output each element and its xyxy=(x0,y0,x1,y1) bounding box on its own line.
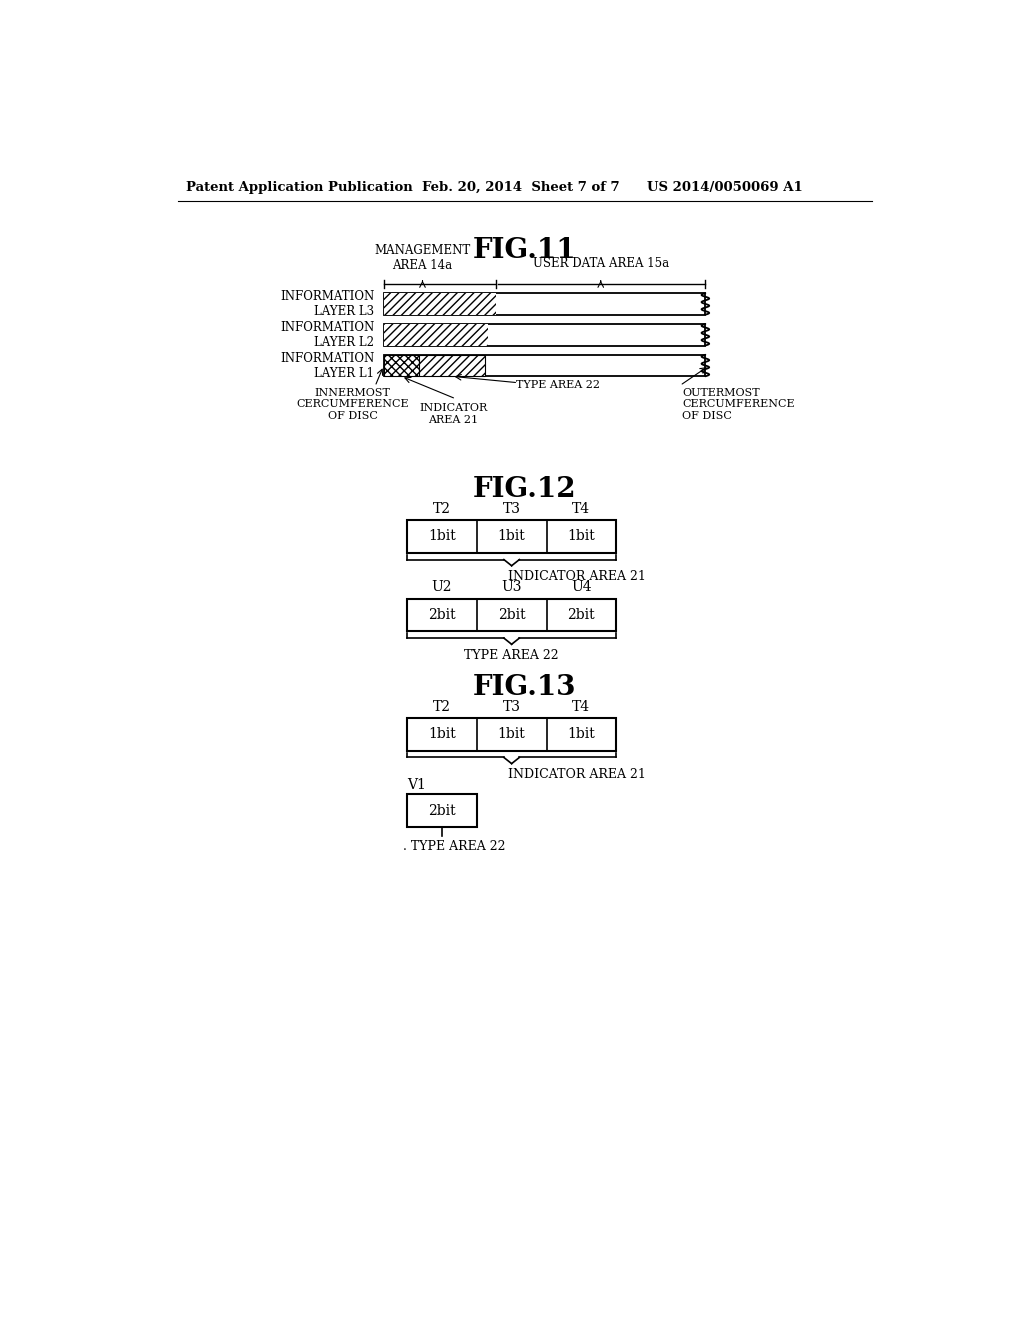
Text: FIG.13: FIG.13 xyxy=(473,675,577,701)
Text: INFORMATION
LAYER L2: INFORMATION LAYER L2 xyxy=(281,321,375,348)
Text: 2bit: 2bit xyxy=(428,609,456,622)
Text: T3: T3 xyxy=(503,502,520,516)
Text: INFORMATION
LAYER L3: INFORMATION LAYER L3 xyxy=(281,290,375,318)
Text: T2: T2 xyxy=(433,700,451,714)
Text: U3: U3 xyxy=(502,581,522,594)
Text: 2bit: 2bit xyxy=(428,804,456,817)
Bar xyxy=(384,293,496,314)
Text: US 2014/0050069 A1: US 2014/0050069 A1 xyxy=(647,181,803,194)
Text: 1bit: 1bit xyxy=(428,529,456,544)
Text: . TYPE AREA 22: . TYPE AREA 22 xyxy=(403,840,506,853)
Text: USER DATA AREA 15a: USER DATA AREA 15a xyxy=(532,257,669,271)
Text: U4: U4 xyxy=(571,581,592,594)
Text: Feb. 20, 2014  Sheet 7 of 7: Feb. 20, 2014 Sheet 7 of 7 xyxy=(423,181,621,194)
Text: U2: U2 xyxy=(432,581,453,594)
Text: INDICATOR
AREA 21: INDICATOR AREA 21 xyxy=(420,404,487,425)
Bar xyxy=(407,795,477,826)
Text: 2bit: 2bit xyxy=(498,609,525,622)
Text: TYPE AREA 22: TYPE AREA 22 xyxy=(515,380,599,391)
Text: INDICATOR AREA 21: INDICATOR AREA 21 xyxy=(508,768,645,781)
Text: OUTERMOST
CERCUMFERENCE
OF DISC: OUTERMOST CERCUMFERENCE OF DISC xyxy=(682,388,795,421)
Bar xyxy=(384,323,706,346)
Text: V1: V1 xyxy=(407,779,426,792)
Text: FIG.12: FIG.12 xyxy=(473,477,577,503)
Bar xyxy=(384,355,419,376)
Bar xyxy=(384,293,706,314)
Text: TYPE AREA 22: TYPE AREA 22 xyxy=(464,649,559,661)
Bar xyxy=(407,520,616,553)
Text: 1bit: 1bit xyxy=(567,529,595,544)
Text: 1bit: 1bit xyxy=(428,727,456,742)
Text: 2bit: 2bit xyxy=(567,609,595,622)
Text: T4: T4 xyxy=(572,700,591,714)
Text: T2: T2 xyxy=(433,502,451,516)
Text: 1bit: 1bit xyxy=(567,727,595,742)
Bar xyxy=(407,718,616,751)
Text: INDICATOR AREA 21: INDICATOR AREA 21 xyxy=(508,570,645,583)
Text: FIG.11: FIG.11 xyxy=(473,238,577,264)
Text: 1bit: 1bit xyxy=(498,727,525,742)
Text: INNERMOST
CERCUMFERENCE
OF DISC: INNERMOST CERCUMFERENCE OF DISC xyxy=(296,388,409,421)
Bar xyxy=(384,355,706,376)
Text: MANAGEMENT
AREA 14a: MANAGEMENT AREA 14a xyxy=(375,244,471,272)
Text: 1bit: 1bit xyxy=(498,529,525,544)
Bar xyxy=(384,323,488,346)
Text: INFORMATION
LAYER L1: INFORMATION LAYER L1 xyxy=(281,351,375,380)
Text: T3: T3 xyxy=(503,700,520,714)
Text: T4: T4 xyxy=(572,502,591,516)
Bar xyxy=(407,599,616,631)
Bar xyxy=(419,355,484,376)
Text: Patent Application Publication: Patent Application Publication xyxy=(186,181,413,194)
